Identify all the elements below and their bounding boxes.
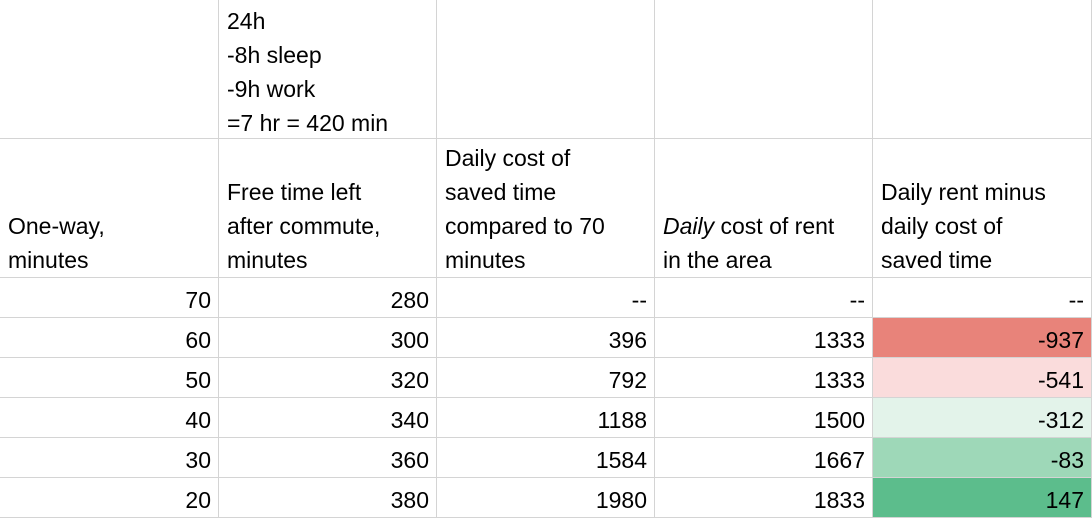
header-text-line: Daily cost of rent [663, 209, 864, 243]
cell-rent-minus-cost[interactable]: -83 [873, 438, 1092, 478]
cell-cost-saved-time[interactable]: 1584 [437, 438, 655, 478]
cell-one-way[interactable]: 30 [0, 438, 219, 478]
cell-cost-saved-time[interactable]: 396 [437, 318, 655, 358]
column-header-rent-minus-cost[interactable]: Daily rent minus daily cost of saved tim… [873, 139, 1092, 278]
cell-cost-saved-time[interactable]: 1188 [437, 398, 655, 438]
cell-one-way[interactable]: 40 [0, 398, 219, 438]
cell-one-way[interactable]: 60 [0, 318, 219, 358]
header-text: saved time [445, 179, 557, 205]
header-text: minutes [8, 247, 89, 273]
cell-free-time[interactable]: 280 [219, 278, 437, 318]
cell-rent-minus-cost[interactable]: -937 [873, 318, 1092, 358]
header-text: Free time left [227, 179, 362, 205]
column-header-daily-cost-saved-time[interactable]: Daily cost of saved time compared to 70 … [437, 139, 655, 278]
header-text: minutes [227, 247, 308, 273]
cell-cost-saved-time[interactable]: -- [437, 278, 655, 318]
header-text: daily cost of [881, 213, 1003, 239]
cell-one-way[interactable]: 70 [0, 278, 219, 318]
note-line: 24h [227, 8, 266, 34]
column-header-daily-rent[interactable]: Daily cost of rent in the area [655, 139, 873, 278]
cell-daily-rent[interactable]: -- [655, 278, 873, 318]
cell-free-time[interactable]: 380 [219, 478, 437, 518]
cell-rent-minus-cost[interactable]: -312 [873, 398, 1092, 438]
cell-daily-rent[interactable]: 1333 [655, 358, 873, 398]
header-text: Daily cost of [445, 145, 571, 171]
header-text: compared to 70 [445, 213, 605, 239]
header-text: after commute, [227, 213, 381, 239]
note-line: =7 hr = 420 min [227, 110, 389, 136]
header-note-cell[interactable]: 24h -8h sleep -9h work =7 hr = 420 min [219, 0, 437, 139]
note-line: -9h work [227, 76, 316, 102]
cell-rent-minus-cost[interactable]: -541 [873, 358, 1092, 398]
cell-d1[interactable] [655, 0, 873, 139]
cell-free-time[interactable]: 320 [219, 358, 437, 398]
note-line: -8h sleep [227, 42, 322, 68]
column-header-free-time[interactable]: Free time left after commute, minutes [219, 139, 437, 278]
italic-daily: Daily [663, 213, 715, 239]
cell-daily-rent[interactable]: 1333 [655, 318, 873, 358]
cell-daily-rent[interactable]: 1667 [655, 438, 873, 478]
cell-free-time[interactable]: 300 [219, 318, 437, 358]
cell-free-time[interactable]: 360 [219, 438, 437, 478]
cell-a1[interactable] [0, 0, 219, 139]
header-text: One-way, [8, 213, 105, 239]
cell-one-way[interactable]: 50 [0, 358, 219, 398]
cell-cost-saved-time[interactable]: 792 [437, 358, 655, 398]
cell-rent-minus-cost[interactable]: 147 [873, 478, 1092, 518]
cell-free-time[interactable]: 340 [219, 398, 437, 438]
cell-one-way[interactable]: 20 [0, 478, 219, 518]
cell-daily-rent[interactable]: 1833 [655, 478, 873, 518]
cell-daily-rent[interactable]: 1500 [655, 398, 873, 438]
header-text: minutes [445, 247, 526, 273]
header-text: in the area [663, 247, 772, 273]
header-text: saved time [881, 247, 993, 273]
cell-rent-minus-cost[interactable]: -- [873, 278, 1092, 318]
cell-c1[interactable] [437, 0, 655, 139]
header-text: Daily rent minus [881, 179, 1046, 205]
column-header-one-way[interactable]: One-way, minutes [0, 139, 219, 278]
cell-e1[interactable] [873, 0, 1092, 139]
header-text: cost of rent [714, 213, 835, 239]
cell-cost-saved-time[interactable]: 1980 [437, 478, 655, 518]
